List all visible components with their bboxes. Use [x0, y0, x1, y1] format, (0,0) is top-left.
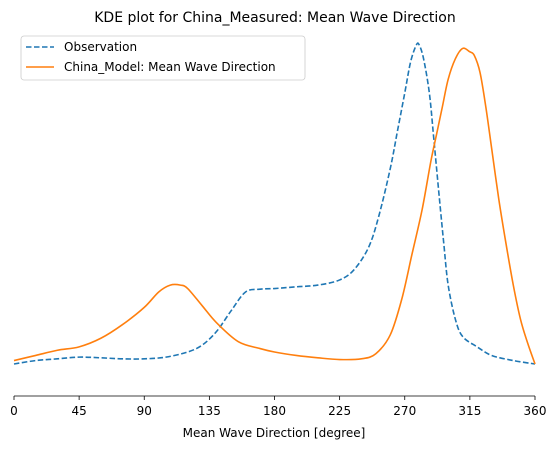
x-tick-label: 90	[137, 404, 152, 418]
x-tick-label: 360	[524, 404, 547, 418]
series-line-china-model	[13, 47, 536, 365]
x-tick-label: 135	[198, 404, 221, 418]
x-tick-label: 225	[328, 404, 351, 418]
x-tick-label: 180	[263, 404, 286, 418]
x-axis-label: Mean Wave Direction [degree]	[183, 426, 366, 440]
x-tick-label: 270	[393, 404, 416, 418]
chart-title: KDE plot for China_Measured: Mean Wave D…	[94, 10, 456, 26]
legend: Observation China_Model: Mean Wave Direct…	[20, 35, 306, 81]
x-tick-label: 315	[458, 404, 481, 418]
series-line-observation	[13, 42, 536, 365]
x-tick-label: 45	[71, 404, 86, 418]
x-tick-label: 0	[10, 404, 18, 418]
legend-label: Observation	[64, 40, 137, 54]
plot-area	[13, 42, 536, 365]
legend-box	[20, 35, 306, 81]
x-axis: 0 45 90 135 180 225 270 315 360	[10, 395, 547, 418]
legend-label: China_Model: Mean Wave Direction	[64, 60, 276, 74]
